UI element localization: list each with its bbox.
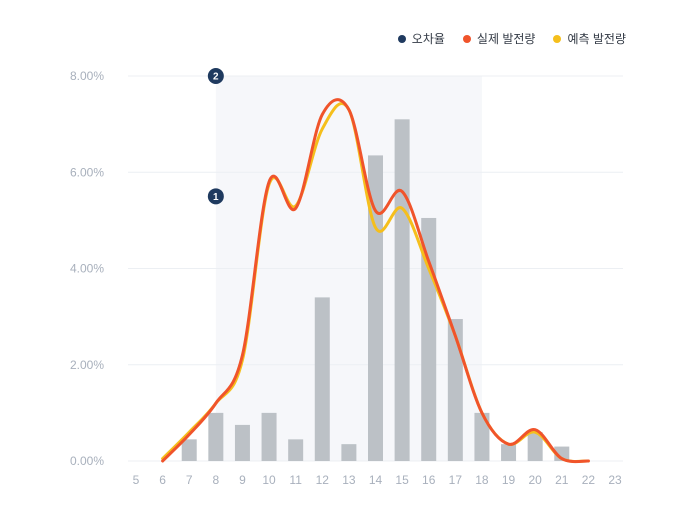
bar bbox=[474, 412, 490, 461]
x-tick-label: 14 bbox=[369, 473, 383, 487]
bar bbox=[181, 439, 197, 461]
legend-dot-icon bbox=[462, 34, 471, 43]
bar bbox=[261, 412, 277, 461]
bar bbox=[394, 119, 410, 461]
x-tick-label: 13 bbox=[342, 473, 356, 487]
bar bbox=[314, 297, 330, 461]
y-tick-label: 6.00% bbox=[70, 165, 104, 179]
y-tick-label: 0.00% bbox=[70, 454, 104, 468]
bar bbox=[527, 432, 543, 461]
bar bbox=[288, 439, 304, 461]
lines bbox=[161, 98, 590, 464]
legend-item-error[interactable]: 오차율 bbox=[397, 30, 445, 47]
x-tick-label: 7 bbox=[186, 473, 193, 487]
x-tick-label: 12 bbox=[316, 473, 330, 487]
legend-label: 실제 발전량 bbox=[476, 32, 536, 46]
legend-label: 오차율 bbox=[411, 32, 445, 46]
x-tick-label: 19 bbox=[502, 473, 516, 487]
x-tick-label: 5 bbox=[133, 473, 140, 487]
x-tick-label: 6 bbox=[159, 473, 166, 487]
marker-label: 2 bbox=[213, 72, 219, 83]
legend-dot-icon bbox=[397, 34, 406, 43]
legend-label: 예측 발전량 bbox=[567, 32, 626, 46]
y-axis: 0.00% 2.00% 4.00% 6.00% 8.00% bbox=[70, 69, 104, 468]
bar bbox=[208, 412, 224, 461]
x-tick-label: 21 bbox=[555, 473, 569, 487]
bar bbox=[341, 444, 357, 461]
x-tick-label: 9 bbox=[239, 473, 246, 487]
x-tick-label: 23 bbox=[608, 473, 622, 487]
y-tick-label: 8.00% bbox=[70, 69, 104, 83]
bar bbox=[234, 424, 250, 461]
x-axis: 5 6 7 8 9 10 11 12 13 14 15 16 17 18 19 20 21 22 23 bbox=[133, 473, 622, 487]
legend: 오차율 실제 발전량 예측 발전량 bbox=[397, 30, 626, 47]
x-tick-label: 10 bbox=[262, 473, 276, 487]
y-tick-label: 2.00% bbox=[70, 358, 104, 372]
x-tick-label: 20 bbox=[528, 473, 542, 487]
legend-item-actual[interactable]: 실제 발전량 bbox=[462, 30, 536, 47]
x-tick-label: 18 bbox=[475, 473, 489, 487]
x-tick-label: 8 bbox=[212, 473, 219, 487]
bar bbox=[447, 319, 463, 461]
x-tick-label: 15 bbox=[395, 473, 409, 487]
x-tick-label: 11 bbox=[289, 473, 302, 487]
marker-label: 1 bbox=[213, 192, 219, 203]
bars bbox=[181, 119, 570, 461]
x-tick-label: 22 bbox=[582, 473, 596, 487]
x-tick-label: 17 bbox=[449, 473, 463, 487]
bar bbox=[501, 444, 517, 461]
y-tick-label: 4.00% bbox=[70, 262, 104, 276]
marker-badge-icon bbox=[207, 68, 224, 84]
legend-dot-icon bbox=[553, 34, 562, 43]
x-tick-label: 16 bbox=[422, 473, 436, 487]
marker-badge-icon bbox=[207, 188, 224, 205]
markers: 12 bbox=[207, 68, 224, 205]
actual-line bbox=[161, 98, 590, 464]
legend-item-forecast[interactable]: 예측 발전량 bbox=[553, 30, 626, 47]
